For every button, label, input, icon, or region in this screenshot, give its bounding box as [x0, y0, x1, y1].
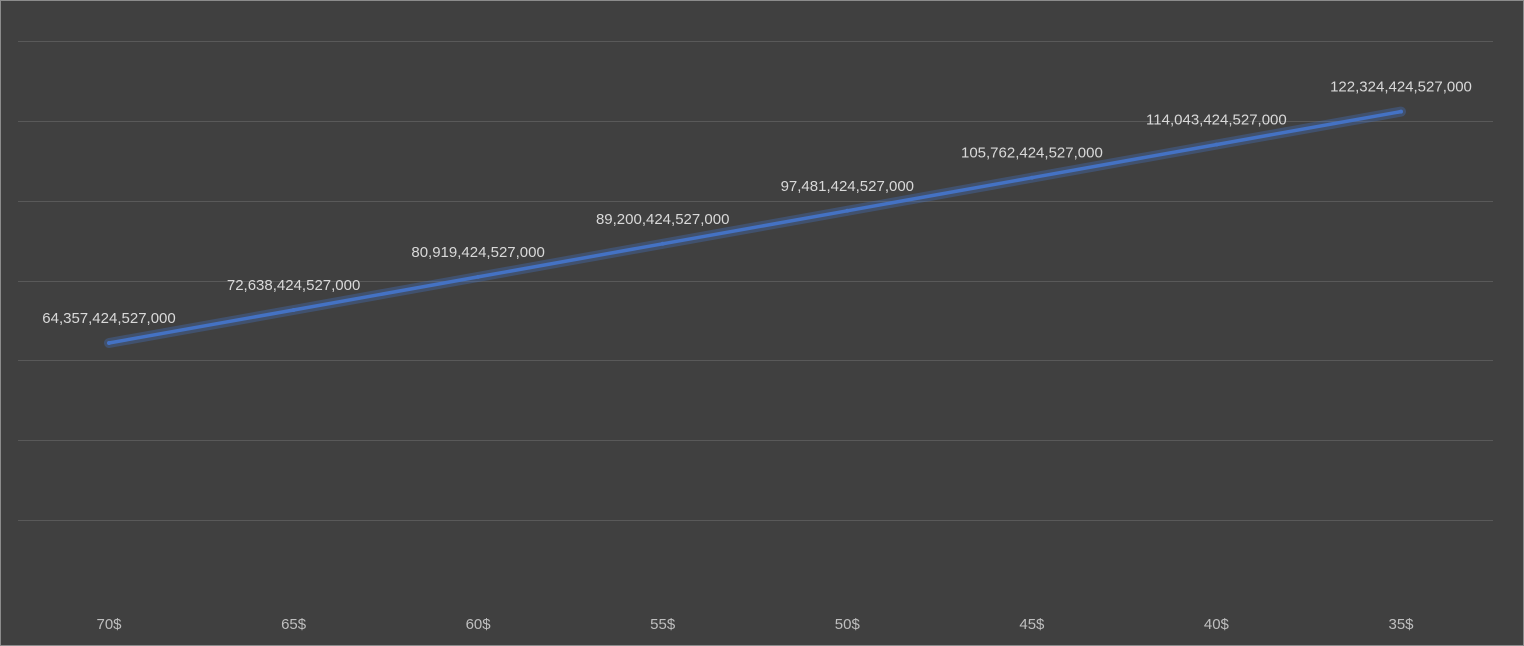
- x-tick-label-2: 60$: [466, 616, 492, 633]
- x-tick-label-3: 55$: [650, 616, 676, 633]
- data-point-6: [1214, 142, 1219, 147]
- data-point-1: [291, 308, 296, 312]
- gridlines: [18, 41, 1493, 521]
- x-tick-label-7: 35$: [1388, 616, 1414, 633]
- x-tick-label-4: 50$: [835, 616, 861, 633]
- data-label-0: 64,357,424,527,000: [42, 310, 175, 327]
- data-label-2: 80,919,424,527,000: [411, 244, 544, 261]
- x-tick-label-6: 40$: [1204, 616, 1230, 633]
- data-point-7: [1399, 109, 1403, 114]
- data-label-1: 72,638,424,527,000: [227, 277, 360, 294]
- series-line: [107, 109, 1403, 345]
- data-point-5: [1029, 175, 1034, 180]
- data-point-3: [660, 241, 665, 246]
- data-label-5: 105,762,424,527,000: [961, 145, 1103, 162]
- data-label-6: 114,043,424,527,000: [1146, 112, 1287, 129]
- data-points: [107, 109, 1403, 345]
- x-tick-label-1: 65$: [281, 616, 307, 633]
- data-label-3: 89,200,424,527,000: [596, 211, 729, 228]
- x-axis: 70$ 65$ 60$ 55$ 50$ 45$ 40$ 35$: [96, 616, 1414, 633]
- data-point-4: [845, 208, 850, 213]
- x-tick-label-5: 45$: [1019, 616, 1045, 633]
- data-point-2: [476, 274, 481, 279]
- data-point-0: [107, 341, 111, 345]
- x-tick-label-0: 70$: [96, 616, 122, 633]
- data-label-7: 122,324,424,527,000: [1330, 79, 1472, 96]
- data-label-4: 97,481,424,527,000: [781, 178, 914, 195]
- series-layer: [104, 106, 1406, 348]
- data-labels: 64,357,424,527,000 72,638,424,527,000 80,9…: [42, 79, 1472, 327]
